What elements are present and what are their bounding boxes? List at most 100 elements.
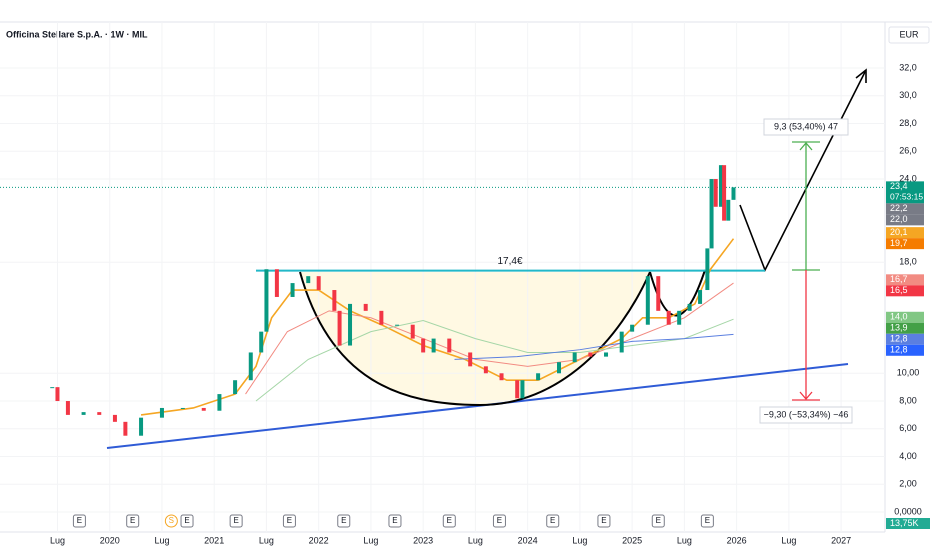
volume-label: 13,75K [890,518,919,528]
candle [515,380,520,399]
moving-average [140,238,735,416]
event-marker [72,514,86,528]
candle [726,199,731,221]
candle [677,310,682,325]
candle [713,179,718,207]
target-arrowhead [799,142,813,151]
candle [410,324,415,339]
candle [630,324,635,332]
candle [520,380,525,399]
price-badge-label: 22,2 [890,203,908,213]
stop-box [759,406,853,424]
candle [159,407,164,418]
x-tick-label: Lug [259,535,274,545]
candle [316,276,321,291]
y-tick-label: 18,0 [899,257,917,267]
y-tick-label: 24,0 [899,173,917,183]
currency-box[interactable] [888,26,930,44]
event-marker [700,514,714,528]
event-label: E [447,516,452,525]
x-tick-label: Lug [154,535,169,545]
event-marker [282,514,296,528]
y-tick-label: 0,0000 [894,506,922,516]
y-tick-label: 2,00 [899,479,917,489]
price-badge-label: 12,8 [890,334,908,344]
price-badge-label: 16,7 [890,274,908,284]
candle [139,417,144,436]
candle [264,269,269,332]
candle [709,179,714,249]
y-tick-label: 6,00 [899,423,917,433]
cup-curve [299,271,651,407]
countdown: 07:53:15 [890,192,923,202]
event-marker [180,514,194,528]
price-badge [886,311,924,323]
x-tick-label: Lug [468,535,483,545]
volume-badge [886,518,930,529]
price-badge-label: 13,9 [890,323,908,333]
candle [619,331,624,353]
candle [348,303,353,346]
event-label: E [341,516,346,525]
candle [248,352,253,381]
event-label: E [287,516,292,525]
candle [499,373,504,381]
candle [483,366,488,374]
candle [698,290,703,304]
y-tick-label: 10,00 [897,368,920,378]
event-marker [651,514,665,528]
target-label: 9,3 (53,40%) 47 [774,121,838,131]
projection-arrowhead [855,68,867,83]
candle [55,387,60,402]
y-tick-label: 30,0 [899,90,917,100]
event-label: E [184,516,189,525]
event-label: E [392,516,397,525]
resistance-label: 17,4€ [497,256,522,267]
candle [217,394,222,411]
candle [337,310,342,346]
event-marker [597,514,611,528]
x-tick-label: Lug [781,535,796,545]
candle [421,338,426,353]
candle [50,387,55,389]
y-tick-label: 8,00 [899,395,917,405]
x-tick-label: 2026 [727,535,747,545]
candle [588,352,593,357]
candle [290,283,295,297]
price-badge-label: 16,5 [890,285,908,295]
candle [112,414,117,422]
candle [379,310,384,325]
currency[interactable]: EUR [899,29,919,39]
price-badge [886,214,924,226]
plot [0,22,885,532]
event-marker [126,514,140,528]
moving-average [255,318,734,402]
price-badge [886,285,924,297]
x-tick-label: Lug [572,535,587,545]
event-label: E [77,516,82,525]
price-badge [886,181,924,204]
price-badge [886,238,924,250]
event-marker [442,514,456,528]
candle [395,324,400,326]
candle [363,303,368,311]
stop-arrowhead [799,391,813,400]
candle [645,276,650,325]
chart-title: Officina Stellare S.p.A. · 1W · MIL [6,29,148,39]
candle [536,373,541,381]
x-tick-label: 2027 [831,535,851,545]
candle [731,187,736,200]
x-tick-label: 2025 [622,535,642,545]
x-tick-label: 2021 [204,535,224,545]
candle [306,276,311,284]
event-label: E [601,516,606,525]
candle [65,401,70,415]
price-badge-label: 22,0 [890,214,908,224]
target-box [763,118,849,136]
candle [233,380,238,395]
candle [604,352,609,357]
y-tick-label: 28,0 [899,118,917,128]
event-label: E [233,516,238,525]
moving-average [454,333,734,360]
